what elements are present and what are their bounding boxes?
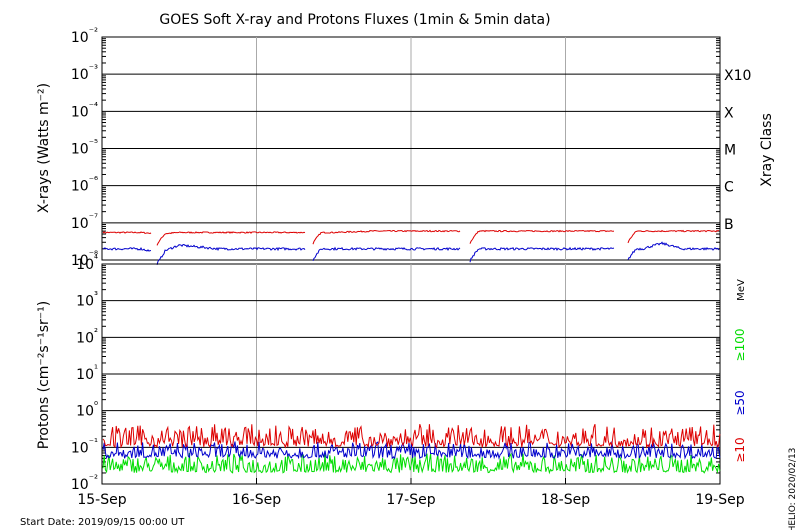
xray-class-label: B: [724, 217, 734, 233]
xray-class-label: C: [724, 180, 734, 196]
xray-y-tick-label: 10⁻⁸: [71, 250, 98, 269]
x-axis-tick-label: 15-Sep: [77, 492, 126, 508]
start-date-label: Start Date: 2019/09/15 00:00 UT: [20, 517, 185, 528]
proton-series-line-0: [102, 424, 721, 449]
proton-legend-0: ≥10: [733, 437, 747, 462]
proton-legend-1: ≥50: [733, 390, 747, 415]
proton-y-tick-label: 10³: [76, 291, 98, 310]
xray-y-tick-label: 10⁻⁴: [71, 101, 98, 120]
proton-y-tick-label: 10⁴: [76, 254, 98, 273]
xray-series-line-1: [102, 241, 720, 265]
proton-y-tick-label: 10⁰: [76, 401, 98, 420]
xray-class-label: X10: [724, 68, 751, 84]
xray-series-line-0: [102, 229, 720, 246]
proton-y-tick-label: 10²: [76, 327, 98, 346]
proton-y-tick-label: 10¹: [76, 364, 98, 383]
xray-class-label: X: [724, 105, 734, 121]
x-axis-tick-label: 18-Sep: [541, 492, 590, 508]
proton-legend-2: ≥100: [733, 329, 747, 362]
proton-y-tick-label: 10⁻²: [71, 474, 98, 493]
x-axis-tick-label: 16-Sep: [232, 492, 281, 508]
x-axis-tick-labels: 15-Sep 16-Sep 17-Sep 18-Sep 19-Sep: [77, 478, 745, 508]
xray-panel: 10⁻² 10⁻³ 10⁻⁴ 10⁻⁵ 10⁻⁶ 10⁻⁷ 10⁻⁸ X-rays (Watt…: [36, 27, 775, 269]
proton-series-line-2: [102, 452, 721, 475]
xray-y-tick-label: 10⁻⁷: [71, 213, 98, 232]
proton-y-axis-label: Protons (cm⁻²s⁻¹sr⁻¹): [36, 301, 52, 450]
xray-y-axis-label: X-rays (Watts m⁻²): [36, 83, 52, 213]
x-axis-tick-label: 19-Sep: [695, 492, 744, 508]
x-axis-tick-label: 17-Sep: [386, 492, 435, 508]
chart-title: GOES Soft X-ray and Protons Fluxes (1min…: [159, 12, 550, 28]
proton-unit-label: MeV: [736, 279, 747, 301]
xray-y-tick-label: 10⁻⁶: [71, 176, 98, 195]
credit-label: HELIO: 2020/02/13: [788, 448, 798, 530]
xray-class-label: M: [724, 143, 736, 159]
xray-y-tick-label: 10⁻⁵: [71, 139, 98, 158]
xray-y-tick-label: 10⁻²: [71, 27, 98, 46]
xray-y-tick-label: 10⁻³: [71, 64, 98, 83]
proton-panel: 10⁴ 10³ 10² 10¹ 10⁰ 10⁻¹ 10⁻² Protons (cm⁻²s⁻¹s…: [36, 254, 747, 493]
proton-y-tick-label: 10⁻¹: [71, 437, 98, 456]
xray-class-axis-label: Xray Class: [759, 113, 775, 187]
